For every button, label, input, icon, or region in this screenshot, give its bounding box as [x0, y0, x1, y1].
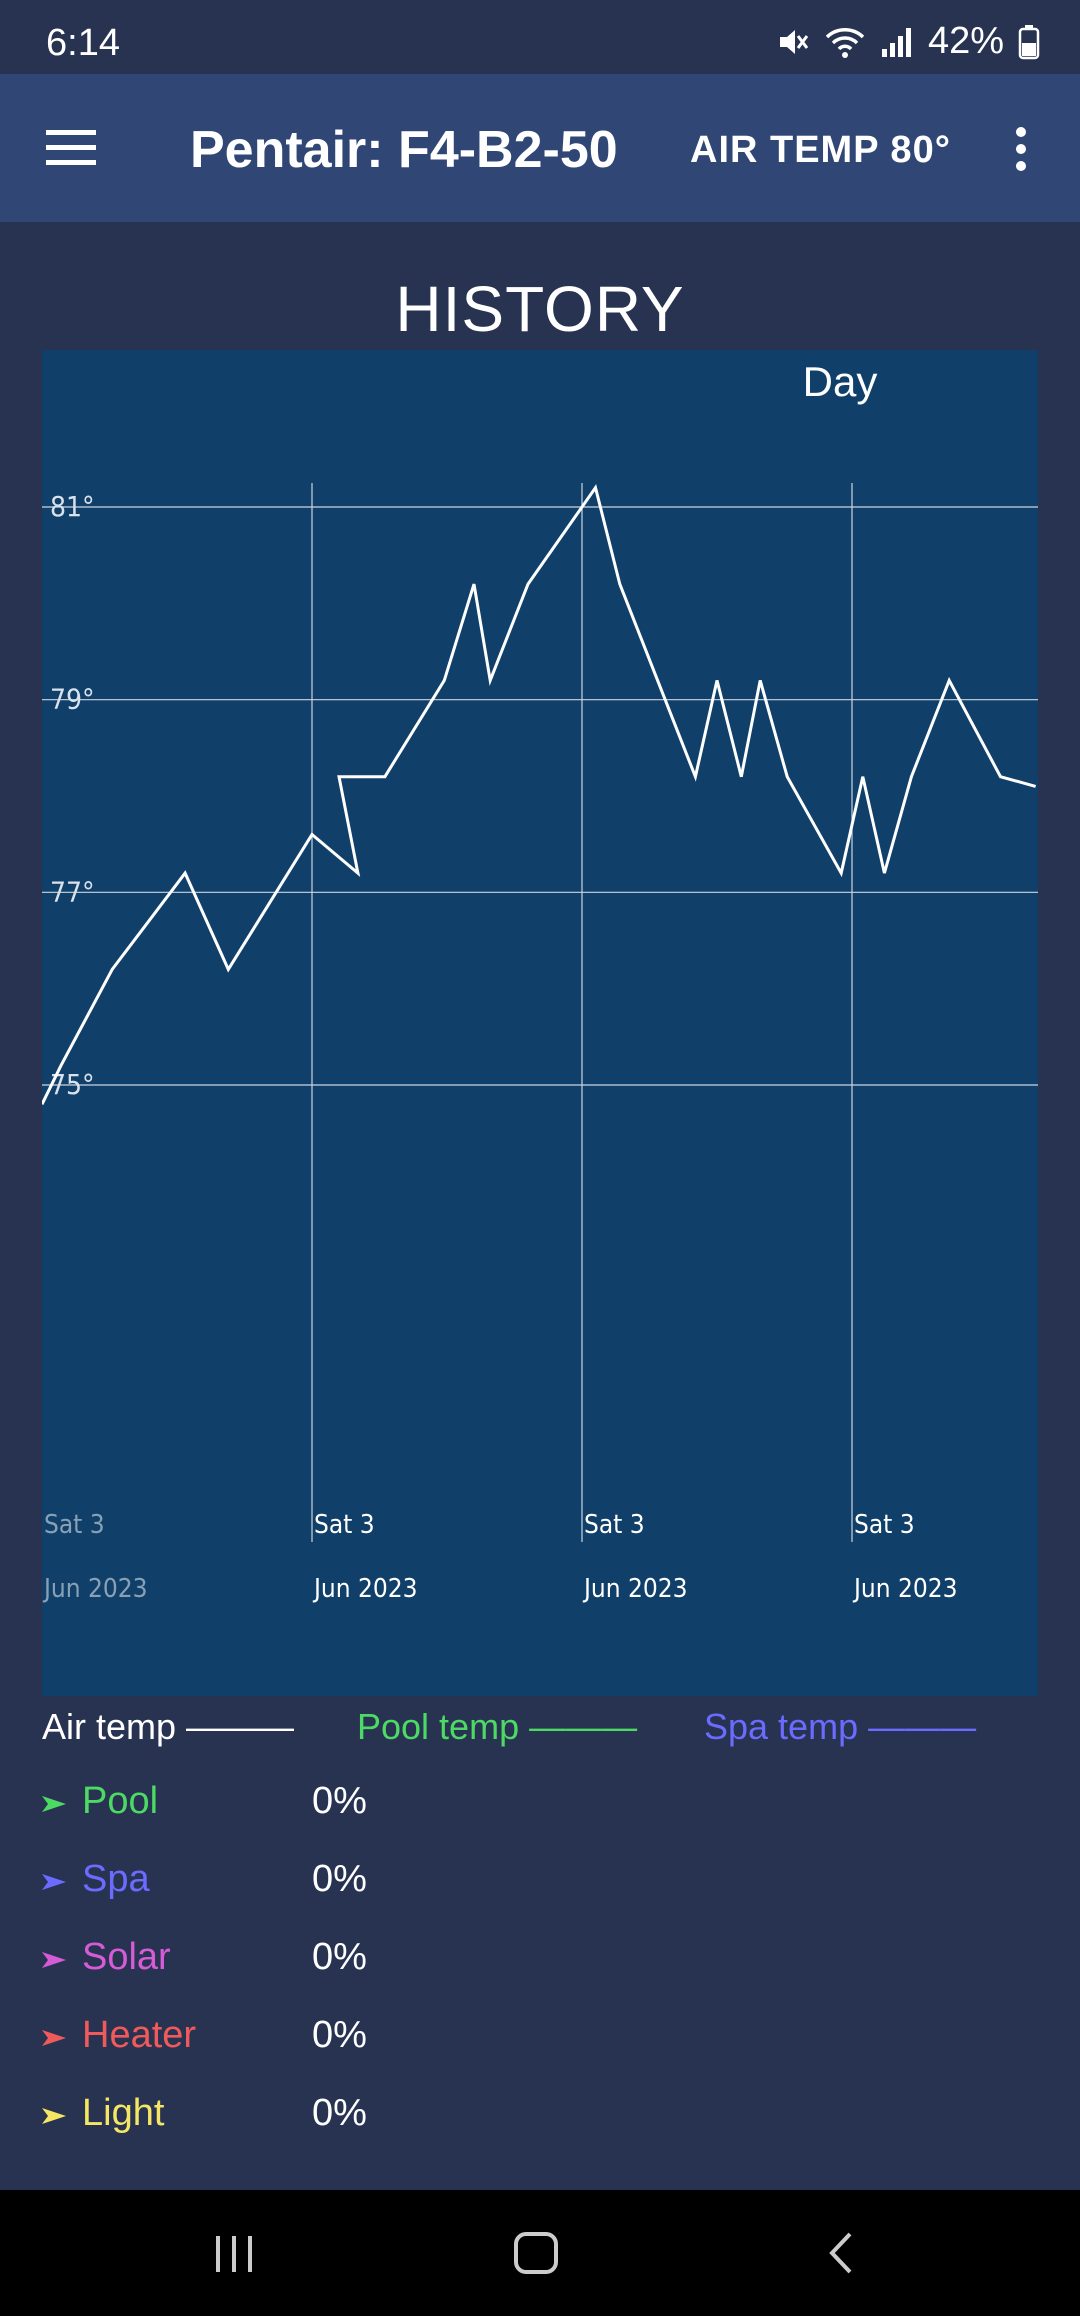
status-value-solar: 0% [312, 1936, 367, 1978]
x-tick-label: Jun 2023 [852, 1574, 958, 1604]
arrow-right-icon [42, 1952, 66, 1968]
legend-pool-temp: Pool temp ——— [357, 1706, 638, 1747]
status-value-spa: 0% [312, 1858, 367, 1900]
x-tick-label: Sat 3 [854, 1510, 915, 1540]
series-line [42, 484, 1036, 1105]
hamburger-menu-icon[interactable] [46, 128, 98, 168]
arrow-right-icon [42, 1874, 66, 1890]
wifi-icon [824, 25, 866, 59]
status-label-spa: Spa [82, 1858, 150, 1900]
x-tick-label: Jun 2023 [312, 1574, 418, 1604]
recents-icon[interactable] [194, 2220, 274, 2286]
battery-percent: 42% [927, 20, 1004, 62]
mute-icon [776, 25, 810, 59]
more-vert-icon[interactable] [1006, 124, 1036, 174]
status-bar: 6:14 42% [0, 0, 1080, 74]
status-label-pool: Pool [82, 1780, 159, 1822]
x-tick-label: Sat 3 [314, 1510, 375, 1540]
status-row-pool: Pool 0% [42, 1770, 1042, 1848]
x-tick-label: Jun 2023 [42, 1574, 148, 1604]
y-tick-label: 79° [50, 683, 95, 716]
history-title: HISTORY [395, 273, 685, 345]
app-title: Pentair: F4-B2-50 [190, 121, 618, 179]
x-tick-label: Jun 2023 [582, 1574, 688, 1604]
air-temp-readout: AIR TEMP 80° [690, 129, 951, 171]
status-value-light: 0% [312, 2092, 367, 2134]
legend-spa-temp: Spa temp ——— [704, 1706, 977, 1747]
arrow-right-icon [42, 2108, 66, 2124]
status-label-solar: Solar [82, 1936, 171, 1978]
history-chart[interactable]: 75° 77° 79° 81° Sat 3 Jun 2023 Sat 3 Jun 2023 Sa… [42, 350, 1038, 1696]
status-row-solar: Solar 0% [42, 1926, 1042, 2004]
app-bar: Pentair: F4-B2-50 AIR TEMP 80° [0, 74, 1080, 222]
status-value-pool: 0% [312, 1780, 367, 1822]
home-icon[interactable] [496, 2220, 576, 2286]
signal-icon [880, 25, 914, 59]
status-icons: 42% [776, 20, 1040, 63]
status-value-heater: 0% [312, 2014, 367, 2056]
chart-period-label[interactable]: Day [802, 358, 878, 405]
legend-air-temp: Air temp ——— [42, 1706, 295, 1747]
arrow-right-icon [42, 1796, 66, 1812]
arrow-right-icon [42, 2030, 66, 2046]
y-tick-label: 77° [50, 875, 95, 908]
status-row-heater: Heater 0% [42, 2004, 1042, 2082]
chart-legend: Air temp ——— Pool temp ——— Spa temp ——— [42, 1706, 1042, 1756]
back-icon[interactable] [800, 2220, 880, 2286]
status-row-spa: Spa 0% [42, 1848, 1042, 1926]
y-tick-label: 81° [50, 490, 95, 523]
status-time: 6:14 [46, 22, 120, 64]
equipment-status-list: Pool 0% Spa 0% Solar 0% Heater 0% Light … [42, 1770, 1042, 2160]
system-nav-bar [0, 2190, 1080, 2316]
status-label-light: Light [82, 2092, 165, 2134]
x-tick-label: Sat 3 [584, 1510, 645, 1540]
status-label-heater: Heater [82, 2014, 197, 2056]
battery-icon [1018, 24, 1040, 60]
status-row-light: Light 0% [42, 2082, 1042, 2160]
x-tick-label: Sat 3 [44, 1510, 105, 1540]
